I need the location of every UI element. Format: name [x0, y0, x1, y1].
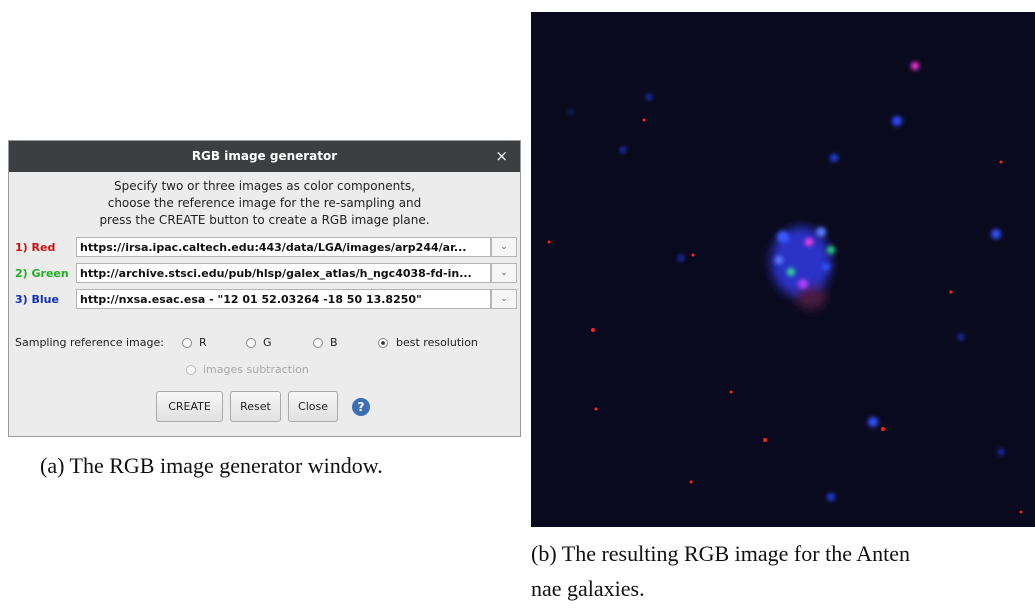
dropdown-button[interactable]: ⌄: [491, 289, 517, 309]
radio-button[interactable]: [313, 338, 323, 348]
dialog-title: RGB image generator: [192, 149, 337, 163]
url-input[interactable]: https://irsa.ipac.caltech.edu:443/data/L…: [76, 237, 491, 257]
radio-label: B: [330, 336, 338, 349]
row-label: 2) Green: [15, 267, 69, 280]
row-label: 3) Blue: [15, 293, 59, 306]
page: {"dialog": { "title": "RGB image generat…: [0, 0, 1035, 608]
close-icon[interactable]: ×: [495, 141, 508, 172]
page-body: RGB image generator × Specify two or thr…: [0, 0, 1035, 608]
title-bar: RGB image generator: [9, 141, 520, 172]
dialog-window: RGB image generator × Specify two or thr…: [8, 140, 521, 437]
radio-button[interactable]: [246, 338, 256, 348]
radio-button-selected[interactable]: [378, 338, 388, 348]
close-button[interactable]: Close: [288, 391, 338, 422]
caption-line: nae galaxies.: [531, 576, 645, 602]
row-label: 1) Red: [15, 241, 55, 254]
url-input[interactable]: http://archive.stsci.edu/pub/hlsp/galex_…: [76, 263, 491, 283]
reset-button[interactable]: Reset: [230, 391, 281, 422]
dropdown-button[interactable]: ⌄: [491, 263, 517, 283]
instruction-line: choose the reference image for the re-sa…: [9, 196, 520, 210]
rgb-image: [531, 12, 1035, 527]
help-icon[interactable]: ?: [352, 398, 370, 416]
sampling-label: Sampling reference image:: [15, 336, 164, 349]
radio-label: best resolution: [396, 336, 478, 349]
subtraction-label: images subtraction: [203, 363, 309, 376]
radio-label: R: [199, 336, 207, 349]
dropdown-button[interactable]: ⌄: [491, 237, 517, 257]
create-button[interactable]: CREATE: [156, 391, 223, 422]
caption: (a) The RGB image generator window.: [40, 453, 383, 479]
instruction-line: press the CREATE button to create a RGB …: [9, 213, 520, 227]
url-input[interactable]: http://nxsa.esac.esa - "12 01 52.03264 -…: [76, 289, 491, 309]
radio-button-disabled: [186, 365, 196, 375]
radio-label: G: [263, 336, 272, 349]
instruction-line: Specify two or three images as color com…: [9, 179, 520, 193]
radio-button[interactable]: [182, 338, 192, 348]
caption-line: (b) The resulting RGB image for the Ante…: [531, 541, 910, 567]
